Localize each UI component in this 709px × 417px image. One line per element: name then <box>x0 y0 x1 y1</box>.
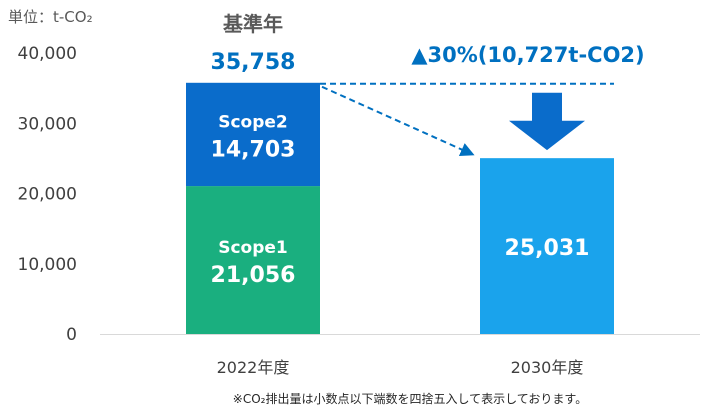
scope1-value-label: 21,056 <box>211 263 296 288</box>
base-year-label: 基準年 <box>223 12 283 36</box>
bar-2022-scope2 <box>186 82 320 187</box>
scope2-value-label: 14,703 <box>211 137 296 162</box>
target-value-label: 25,031 <box>505 236 590 261</box>
scope1-name-label: Scope1 <box>218 238 288 258</box>
base-total-label: 35,758 <box>211 50 296 75</box>
bar-2030-target <box>480 158 614 334</box>
y-tick-label: 40,000 <box>18 44 77 64</box>
y-tick-label: 0 <box>66 325 77 345</box>
down-arrow-icon <box>509 92 585 151</box>
y-tick-label: 10,000 <box>18 255 77 275</box>
reduction-label: ▲30%(10,727t-CO2) <box>411 43 644 67</box>
reduction-dashed-arrow <box>321 85 475 156</box>
scope2-name-label: Scope2 <box>218 112 288 132</box>
unit-label: 単位：t-CO₂ <box>8 8 93 26</box>
y-tick-label: 20,000 <box>18 185 77 205</box>
bar-2022-scope1 <box>186 186 320 334</box>
category-label-2030: 2030年度 <box>511 358 584 377</box>
y-axis: 0 10,000 20,000 30,000 40,000 <box>18 44 77 345</box>
bars <box>186 82 614 334</box>
y-tick-label: 30,000 <box>18 114 77 134</box>
category-label-2022: 2022年度 <box>217 358 290 377</box>
footnote: ※CO₂排出量は小数点以下端数を四捨五入して表示しております。 <box>233 391 587 406</box>
